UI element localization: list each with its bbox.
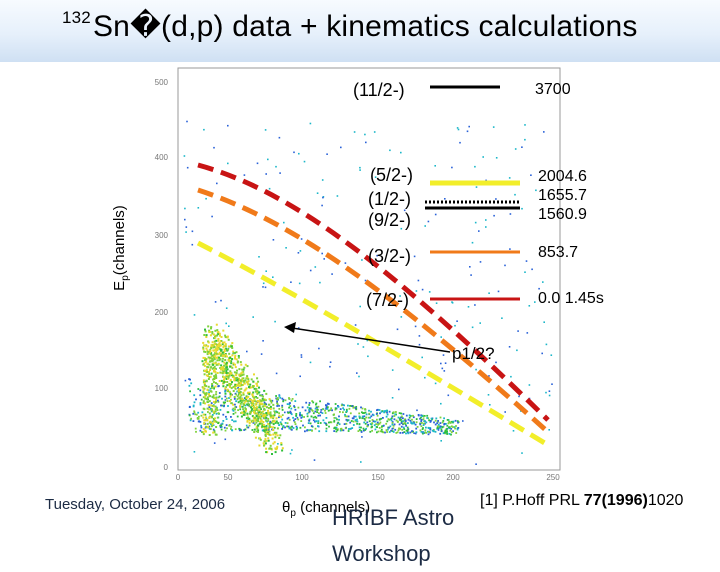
level-energy-853: 853.7 [538,244,579,261]
y-axis-label: Ep(channels) [111,205,131,291]
y-tick-label: 200 [155,308,169,317]
scatter-points [183,120,553,465]
y-tick-label: 100 [155,384,169,393]
y-tick-label: 400 [155,153,169,162]
x-tick-label: 200 [446,473,460,482]
footer-conference: HRIBF Astro Workshop [332,505,455,566]
slide-title: 132Sn�(d,p) data + kinematics calculatio… [62,8,638,44]
x-tick-label: 50 [224,473,233,482]
spectrum-plot: 500 400 300 200 100 00 50 100 150 200 250 [155,67,561,482]
annotation-arrow-line [291,327,451,353]
level-energy-3700: 3700 [535,81,571,98]
level-energy-1655: 1655.7 [538,187,587,204]
kinematic-curve-orange [197,187,550,434]
title-text: Sn�(d,p) data + kinematics calculations [92,10,638,43]
level-energy-2004: 2004.6 [538,168,587,185]
title-band [0,0,720,62]
y-tick-label: 500 [155,78,169,87]
x-axis-label: θp (channels) [282,499,371,519]
x-tick-label: 250 [546,473,560,482]
level-energy-ground: 0.0 1.45s [538,290,604,307]
level-energy-1560: 1560.9 [538,206,587,223]
kinematic-curve-red [197,162,550,422]
footer-reference: [1] P.Hoff PRL 77(1996)1020 [480,492,684,509]
level-jpi-9-2: (9/2-) [368,210,412,230]
footer-date: Tuesday, October 24, 2006 [45,496,226,513]
y-tick-label: 0 [164,463,169,472]
axis-ticks: 500 400 300 200 100 00 50 100 150 200 250 [155,78,561,482]
level-jpi-11-2: (11/2-) [353,80,405,100]
x-tick-label: 0 [176,473,181,482]
level-jpi-5-2: (5/2-) [370,165,414,185]
annotation-arrowhead [284,322,296,333]
level-jpi-7-2: (7/2-) [366,290,410,310]
level-jpi-1-2: (1/2-) [368,189,412,209]
level-jpi-3-2: (3/2-) [368,246,412,266]
x-tick-label: 150 [371,473,385,482]
kinematic-curve-yellow [196,240,550,448]
mass-number: 132 [62,8,91,27]
annotation-p1-2: p1/2? [452,344,495,363]
x-tick-label: 100 [295,473,309,482]
y-tick-label: 300 [155,231,169,240]
